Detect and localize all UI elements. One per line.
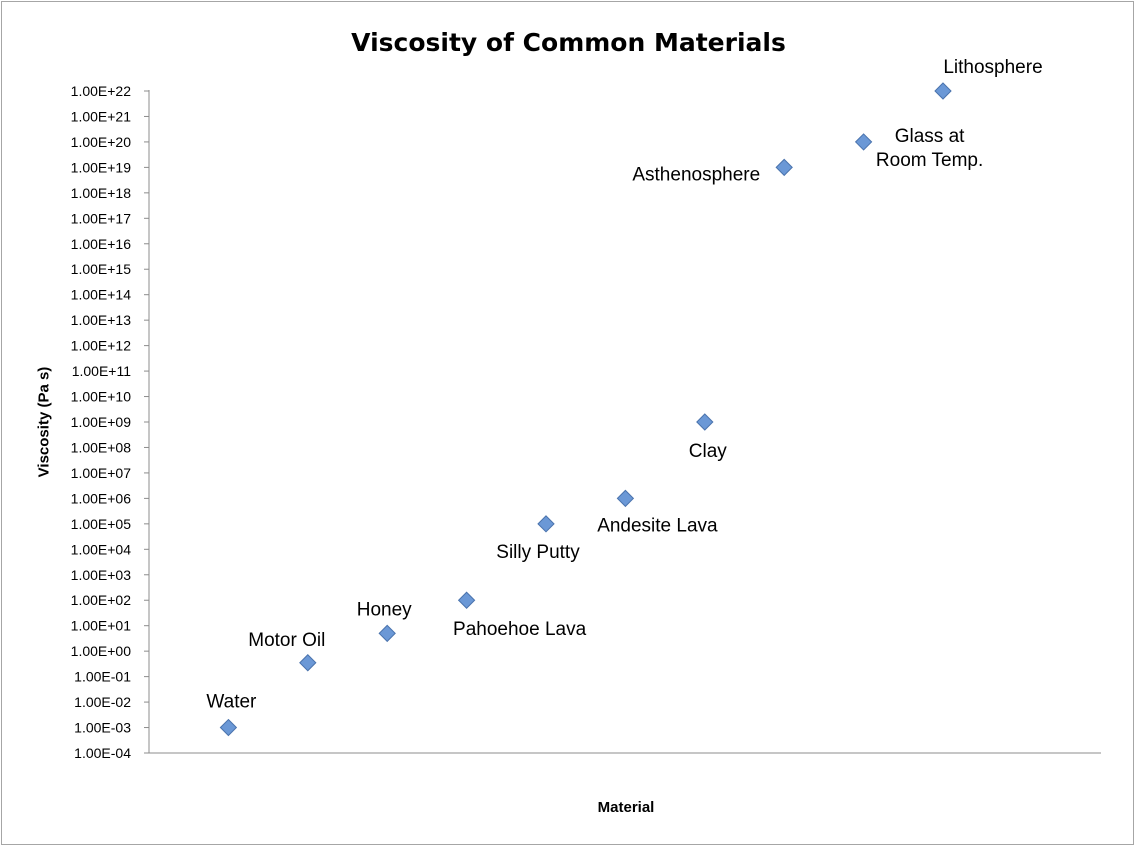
data-label: Honey xyxy=(357,599,412,620)
y-tick-label: 1.00E+14 xyxy=(71,287,132,303)
y-tick-label: 1.00E-02 xyxy=(74,694,131,710)
data-point-marker xyxy=(696,413,714,431)
y-tick-label: 1.00E+20 xyxy=(71,134,132,150)
data-point-marker xyxy=(219,718,238,737)
data-label: Motor Oil xyxy=(248,630,325,651)
y-tick-label: 1.00E-04 xyxy=(74,745,131,761)
y-tick-label: 1.00E+05 xyxy=(71,516,132,532)
data-label: Lithosphere xyxy=(943,57,1042,78)
y-tick-label: 1.00E+09 xyxy=(71,414,132,430)
data-label: Glass at Room Temp. xyxy=(876,126,983,171)
data-label: Clay xyxy=(689,441,728,462)
y-tick-label: 1.00E+04 xyxy=(71,541,132,557)
y-tick-label: 1.00E+01 xyxy=(71,618,132,634)
y-tick-label: 1.00E+15 xyxy=(71,261,132,277)
chart-title: Viscosity of Common Materials xyxy=(351,28,786,57)
y-tick-label: 1.00E+10 xyxy=(71,389,132,405)
data-label: Andesite Lava xyxy=(597,515,718,536)
y-tick-label: 1.00E+08 xyxy=(71,439,132,455)
y-tick-label: 1.00E-03 xyxy=(74,720,131,736)
data-point-marker xyxy=(378,624,396,643)
y-tick-label: 1.00E+18 xyxy=(71,185,132,201)
data-point-marker xyxy=(457,591,476,609)
data-point-marker xyxy=(299,654,317,672)
data-point-marker xyxy=(775,158,793,177)
x-axis-title: Material xyxy=(597,799,655,816)
y-tick-label: 1.00E+22 xyxy=(71,83,132,99)
y-tick-label: 1.00E+00 xyxy=(71,643,132,659)
data-label: Asthenosphere xyxy=(632,164,760,185)
data-point-marker xyxy=(854,133,873,151)
y-tick-label: 1.00E+17 xyxy=(71,210,132,226)
y-tick-label: 1.00E+07 xyxy=(71,465,132,481)
y-tick-label: 1.00E+06 xyxy=(71,490,132,506)
y-tick-label: 1.00E+02 xyxy=(71,592,132,608)
data-point-marker xyxy=(537,515,555,533)
data-label: Pahoehoe Lava xyxy=(453,619,587,640)
y-tick-label: 1.00E+16 xyxy=(71,236,132,252)
y-tick-label: 1.00E+03 xyxy=(71,567,132,583)
y-tick-label: 1.00E+19 xyxy=(71,159,132,175)
y-tick-label: 1.00E+13 xyxy=(71,312,132,328)
y-tick-label: 1.00E+12 xyxy=(71,338,132,354)
y-tick-label: 1.00E+21 xyxy=(71,108,132,124)
data-label: Silly Putty xyxy=(496,542,580,563)
y-tick-label: 1.00E+11 xyxy=(72,363,132,379)
data-point-marker xyxy=(616,489,635,508)
data-label: Water xyxy=(206,692,257,713)
data-point-marker xyxy=(934,82,952,100)
y-tick-label: 1.00E-01 xyxy=(74,669,131,685)
